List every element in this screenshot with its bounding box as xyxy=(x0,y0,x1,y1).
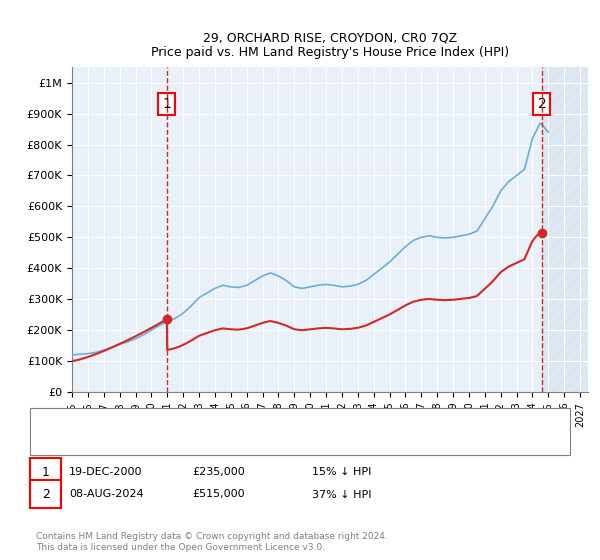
Text: ─────: ───── xyxy=(48,419,86,432)
Text: ─────: ───── xyxy=(48,434,86,447)
Text: 1: 1 xyxy=(41,465,50,479)
Text: HPI: Average price, detached house, Croydon: HPI: Average price, detached house, Croy… xyxy=(99,436,335,446)
Text: £515,000: £515,000 xyxy=(192,489,245,500)
Text: £235,000: £235,000 xyxy=(192,467,245,477)
Text: 08-AUG-2024: 08-AUG-2024 xyxy=(69,489,143,500)
Text: 2: 2 xyxy=(41,488,50,501)
Text: 1: 1 xyxy=(163,97,171,111)
Text: 15% ↓ HPI: 15% ↓ HPI xyxy=(312,467,371,477)
Text: 37% ↓ HPI: 37% ↓ HPI xyxy=(312,489,371,500)
Bar xyxy=(542,67,588,392)
Text: 19-DEC-2000: 19-DEC-2000 xyxy=(69,467,143,477)
Text: 2: 2 xyxy=(538,97,547,111)
Text: Contains HM Land Registry data © Crown copyright and database right 2024.
This d: Contains HM Land Registry data © Crown c… xyxy=(36,532,388,552)
Text: 29, ORCHARD RISE, CROYDON, CR0 7QZ (detached house): 29, ORCHARD RISE, CROYDON, CR0 7QZ (deta… xyxy=(99,421,404,431)
Title: 29, ORCHARD RISE, CROYDON, CR0 7QZ
Price paid vs. HM Land Registry's House Price: 29, ORCHARD RISE, CROYDON, CR0 7QZ Price… xyxy=(151,31,509,59)
